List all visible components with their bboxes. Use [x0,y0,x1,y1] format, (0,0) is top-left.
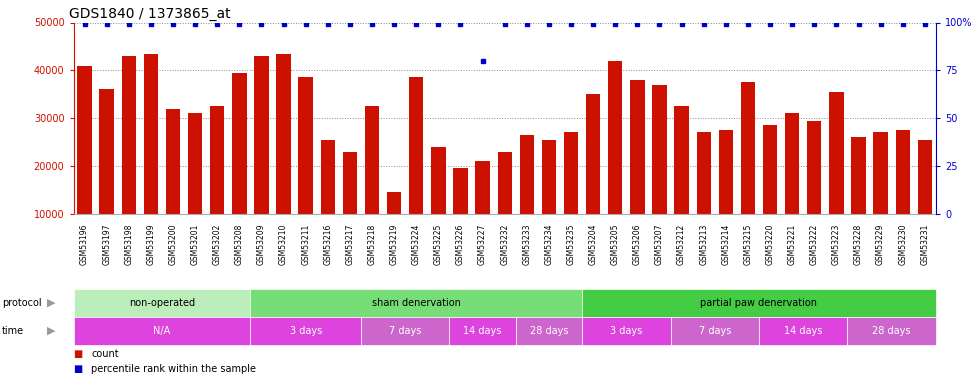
Text: 14 days: 14 days [784,326,822,336]
Text: time: time [2,326,24,336]
Text: sham denervation: sham denervation [371,298,461,308]
Bar [365,106,379,214]
Bar [829,92,844,214]
Bar [343,152,357,214]
Bar [299,78,313,214]
Text: N/A: N/A [153,326,171,336]
Text: GDS1840 / 1373865_at: GDS1840 / 1373865_at [70,8,231,21]
Bar [254,56,269,214]
Bar [519,135,534,214]
Bar [498,152,512,214]
Text: 28 days: 28 days [872,326,911,336]
Bar [276,54,291,214]
Bar [697,132,710,214]
Bar [475,161,490,214]
Text: 14 days: 14 days [464,326,502,336]
Text: percentile rank within the sample: percentile rank within the sample [91,364,256,374]
Text: ■: ■ [74,350,82,359]
Bar [431,147,446,214]
Bar [77,66,92,214]
Bar [232,73,247,214]
Text: non-operated: non-operated [129,298,195,308]
Bar [785,113,800,214]
Bar [718,130,733,214]
Bar [166,109,180,214]
Bar [586,94,601,214]
Bar [188,113,202,214]
Bar [409,78,423,214]
Text: ■: ■ [74,364,82,374]
Text: 3 days: 3 days [289,326,321,336]
Text: partial paw denervation: partial paw denervation [701,298,817,308]
Bar [630,80,645,214]
Bar [122,56,136,214]
Bar [564,132,578,214]
Bar [896,130,909,214]
Bar [808,120,821,214]
Bar [674,106,689,214]
Bar [873,132,888,214]
Text: protocol: protocol [2,298,41,308]
Text: 28 days: 28 days [529,326,568,336]
Text: count: count [91,350,119,359]
Bar [653,85,666,214]
Bar [762,125,777,214]
Bar [387,192,402,214]
Bar [741,82,756,214]
Text: 7 days: 7 days [699,326,731,336]
Bar [144,54,158,214]
Bar [608,61,622,214]
Bar [320,140,335,214]
Text: ▶: ▶ [47,326,56,336]
Text: 7 days: 7 days [389,326,421,336]
Bar [454,168,467,214]
Bar [100,90,114,214]
Bar [852,137,865,214]
Bar [917,140,932,214]
Bar [210,106,224,214]
Text: ▶: ▶ [47,298,56,308]
Text: 3 days: 3 days [611,326,643,336]
Bar [542,140,556,214]
